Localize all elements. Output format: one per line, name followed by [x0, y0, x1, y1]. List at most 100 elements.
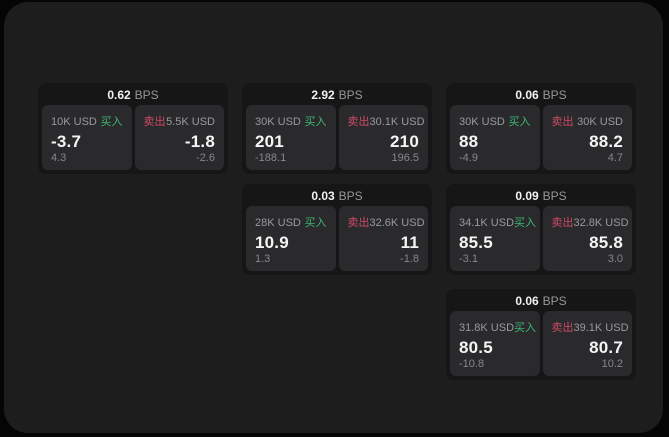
bps-unit-label: BPS: [542, 189, 567, 203]
sell-side-label: 卖出: [551, 116, 574, 128]
bps-unit-label: BPS: [338, 88, 363, 102]
buy-tile[interactable]: 34.1K USD 买入 85.5 -3.1: [450, 206, 540, 271]
buy-price: -3.7: [51, 132, 82, 151]
sell-tile[interactable]: 卖出 39.1K USD 80.7 10.2: [542, 311, 632, 376]
buy-price: 80.5: [459, 338, 493, 357]
buy-delta: -188.1: [255, 152, 287, 164]
sell-amount: 5.5K USD: [166, 116, 215, 128]
buy-tile-header: 30K USD 买入: [255, 113, 327, 129]
quote-card: 0.09 BPS 34.1K USD 买入 85.5 -3.1 卖出 32.8K…: [446, 184, 636, 275]
bps-unit-label: BPS: [338, 189, 363, 203]
quote-panels: 28K USD 买入 10.9 1.3 卖出 32.6K USD 11 -1.8: [246, 206, 428, 271]
sell-tile-header: 卖出 30K USD: [552, 113, 624, 129]
sell-tile[interactable]: 卖出 30.1K USD 210 196.5: [338, 105, 428, 170]
sell-amount: 32.6K USD: [369, 217, 425, 229]
quote-panels: 30K USD 买入 201 -188.1 卖出 30.1K USD 210 1…: [246, 105, 428, 170]
buy-delta: -4.9: [459, 152, 478, 164]
sell-tile-header: 卖出 30.1K USD: [347, 113, 425, 129]
buy-side-label: 买入: [514, 217, 537, 229]
sell-price: 85.8: [589, 233, 623, 252]
buy-delta: 1.3: [255, 253, 271, 265]
sell-tile[interactable]: 卖出 32.6K USD 11 -1.8: [338, 206, 428, 271]
card-header: 2.92 BPS: [242, 83, 432, 105]
sell-price: 88.2: [589, 132, 623, 151]
sell-tile[interactable]: 卖出 30K USD 88.2 4.7: [542, 105, 632, 170]
quote-panels: 34.1K USD 买入 85.5 -3.1 卖出 32.8K USD 85.8…: [450, 206, 632, 271]
quote-panels: 10K USD 买入 -3.7 4.3 卖出 5.5K USD -1.8 -2.…: [42, 105, 224, 170]
card-header: 0.06 BPS: [446, 83, 636, 105]
bps-unit-label: BPS: [542, 294, 567, 308]
buy-tile[interactable]: 30K USD 买入 201 -188.1: [246, 105, 336, 170]
sell-price: -1.8: [184, 132, 215, 151]
sell-amount: 39.1K USD: [573, 322, 629, 334]
bps-value: 0.03: [311, 189, 335, 203]
buy-amount: 34.1K USD: [459, 217, 515, 229]
sell-tile-header: 卖出 39.1K USD: [551, 319, 629, 335]
buy-tile[interactable]: 28K USD 买入 10.9 1.3: [246, 206, 336, 271]
app-window: 0.62 BPS 10K USD 买入 -3.7 4.3 卖出 5.5K USD…: [4, 2, 663, 433]
buy-tile[interactable]: 31.8K USD 买入 80.5 -10.8: [450, 311, 540, 376]
buy-side-label: 买入: [514, 322, 537, 334]
bps-value: 0.62: [107, 88, 131, 102]
sell-side-label: 卖出: [143, 116, 166, 128]
card-header: 0.06 BPS: [446, 289, 636, 311]
buy-side-label: 买入: [304, 217, 327, 229]
sell-tile-header: 卖出 5.5K USD: [144, 113, 216, 129]
bps-value: 0.06: [515, 294, 539, 308]
sell-delta: 3.0: [607, 253, 623, 265]
buy-delta: -3.1: [459, 253, 478, 265]
quote-card: 0.03 BPS 28K USD 买入 10.9 1.3 卖出 32.6K US…: [242, 184, 432, 275]
sell-tile[interactable]: 卖出 32.8K USD 85.8 3.0: [542, 206, 632, 271]
bps-value: 0.06: [515, 88, 539, 102]
buy-amount: 10K USD: [51, 116, 97, 128]
sell-delta: 4.7: [607, 152, 623, 164]
quote-card: 2.92 BPS 30K USD 买入 201 -188.1 卖出 30.1K …: [242, 83, 432, 174]
sell-delta: 196.5: [391, 152, 419, 164]
bps-value: 2.92: [311, 88, 335, 102]
sell-tile[interactable]: 卖出 5.5K USD -1.8 -2.6: [134, 105, 224, 170]
bps-value: 0.09: [515, 189, 539, 203]
buy-tile-header: 30K USD 买入: [459, 113, 531, 129]
buy-delta: 4.3: [51, 152, 67, 164]
buy-price: 88: [459, 132, 479, 151]
buy-tile-header: 34.1K USD 买入: [459, 214, 536, 230]
sell-tile-header: 卖出 32.6K USD: [347, 214, 425, 230]
sell-delta: 10.2: [601, 358, 623, 370]
sell-price: 80.7: [589, 338, 623, 357]
sell-side-label: 卖出: [551, 217, 574, 229]
quote-card: 0.62 BPS 10K USD 买入 -3.7 4.3 卖出 5.5K USD…: [38, 83, 228, 174]
quote-panels: 30K USD 买入 88 -4.9 卖出 30K USD 88.2 4.7: [450, 105, 632, 170]
buy-side-label: 买入: [508, 116, 531, 128]
buy-amount: 30K USD: [255, 116, 301, 128]
sell-side-label: 卖出: [347, 116, 370, 128]
buy-amount: 28K USD: [255, 217, 301, 229]
buy-tile-header: 10K USD 买入: [51, 113, 123, 129]
buy-tile-header: 31.8K USD 买入: [459, 319, 536, 335]
buy-tile-header: 28K USD 买入: [255, 214, 327, 230]
card-header: 0.03 BPS: [242, 184, 432, 206]
sell-price: 11: [400, 233, 419, 252]
sell-tile-header: 卖出 32.8K USD: [551, 214, 629, 230]
buy-tile[interactable]: 30K USD 买入 88 -4.9: [450, 105, 540, 170]
buy-side-label: 买入: [304, 116, 327, 128]
sell-delta: -1.8: [400, 253, 419, 265]
buy-delta: -10.8: [459, 358, 485, 370]
sell-delta: -2.6: [196, 152, 215, 164]
sell-side-label: 卖出: [347, 217, 370, 229]
bps-unit-label: BPS: [134, 88, 159, 102]
quote-card: 0.06 BPS 31.8K USD 买入 80.5 -10.8 卖出 39.1…: [446, 289, 636, 380]
card-header: 0.62 BPS: [38, 83, 228, 105]
buy-price: 201: [255, 132, 284, 151]
sell-side-label: 卖出: [551, 322, 574, 334]
buy-side-label: 买入: [100, 116, 123, 128]
sell-amount: 30.1K USD: [369, 116, 425, 128]
sell-amount: 30K USD: [577, 116, 623, 128]
bps-unit-label: BPS: [542, 88, 567, 102]
sell-amount: 32.8K USD: [573, 217, 629, 229]
buy-price: 10.9: [255, 233, 289, 252]
quote-card: 0.06 BPS 30K USD 买入 88 -4.9 卖出 30K USD 8…: [446, 83, 636, 174]
buy-amount: 31.8K USD: [459, 322, 515, 334]
quote-panels: 31.8K USD 买入 80.5 -10.8 卖出 39.1K USD 80.…: [450, 311, 632, 376]
buy-tile[interactable]: 10K USD 买入 -3.7 4.3: [42, 105, 132, 170]
sell-price: 210: [390, 132, 419, 151]
